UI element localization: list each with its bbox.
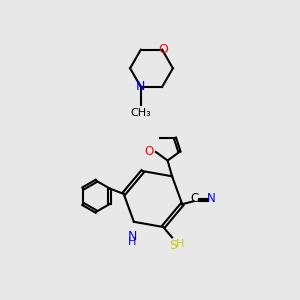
Text: N: N <box>128 230 137 243</box>
Text: N: N <box>136 80 146 93</box>
Text: O: O <box>158 43 168 56</box>
Text: S: S <box>169 239 177 253</box>
Text: H: H <box>176 239 184 250</box>
Text: C: C <box>190 192 199 205</box>
Text: O: O <box>144 146 153 158</box>
Text: H: H <box>128 237 136 247</box>
Text: N: N <box>207 192 216 205</box>
Text: CH₃: CH₃ <box>130 108 151 118</box>
